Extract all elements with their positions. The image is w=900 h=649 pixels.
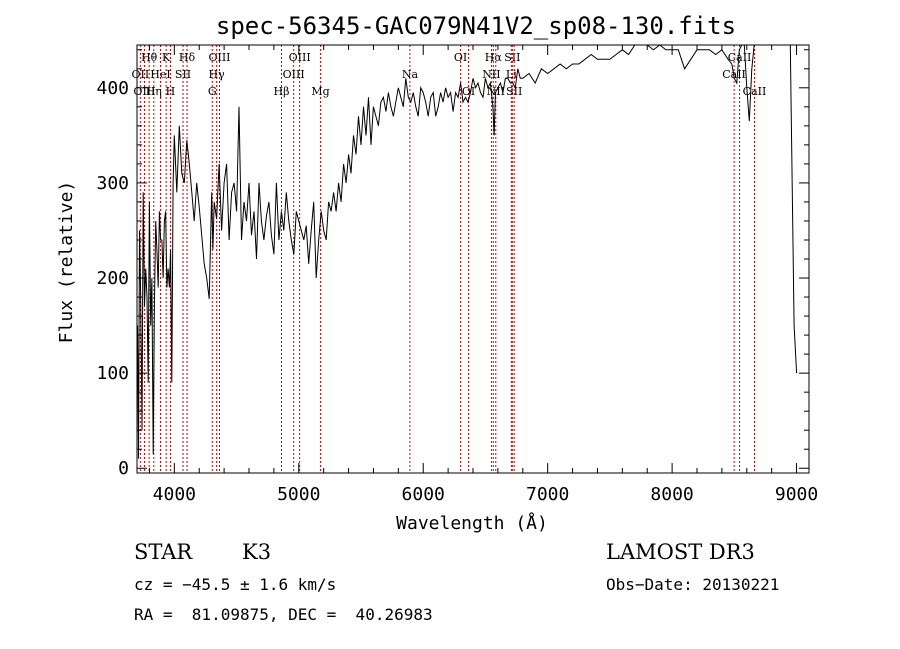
spectrum-line — [137, 44, 798, 459]
plot-frame — [136, 44, 810, 474]
x-axis-label: Wavelength (Å) — [396, 512, 548, 534]
y-tick-label: 200 — [96, 268, 129, 289]
x-axis: 4000 5000 6000 7000 8000 9000 — [148, 45, 818, 505]
line-marker-label: K — [162, 51, 171, 64]
observation-date: Obs−Date: 20130221 — [606, 575, 780, 594]
line-marker-label: H — [166, 85, 176, 98]
object-class: STAR — [134, 540, 193, 564]
y-axis-label: Flux (relative) — [56, 181, 77, 344]
y-axis: 0 100 200 300 400 — [96, 49, 809, 479]
line-marker-label: SII — [175, 68, 191, 81]
y-tick-label: 0 — [118, 458, 129, 479]
x-tick-label: 6000 — [402, 484, 445, 505]
coordinates: RA = 81.09875, DEC = 40.26983 — [134, 605, 433, 624]
line-marker-label: Hα — [485, 51, 503, 64]
redshift-cz: cz = −45.5 ± 1.6 km/s — [134, 575, 337, 594]
line-marker-label: G — [208, 85, 217, 98]
y-tick-label: 300 — [96, 173, 129, 194]
x-tick-label: 9000 — [775, 484, 818, 505]
survey-label: LAMOST DR3 — [606, 540, 755, 564]
line-marker-label: OIII — [208, 51, 230, 64]
line-marker-label: OI — [454, 51, 467, 64]
line-marker-label: Na — [402, 68, 419, 81]
line-marker-label: SII — [506, 85, 522, 98]
line-marker-label: SII — [504, 51, 520, 64]
x-tick-label: 5000 — [277, 484, 320, 505]
line-marker-label: Li — [506, 68, 517, 81]
line-marker-label: OI — [462, 85, 475, 98]
line-marker-label: Mg — [311, 85, 329, 98]
object-subclass: K3 — [242, 540, 272, 564]
x-tick-label: 8000 — [650, 484, 693, 505]
line-marker-label: HeI — [150, 68, 170, 81]
line-marker-label: Hγ — [209, 68, 226, 81]
x-tick-label: 4000 — [153, 484, 196, 505]
line-marker-label: Hη — [146, 85, 162, 98]
y-tick-label: 400 — [96, 78, 129, 99]
line-marker-label: CaII — [743, 85, 767, 98]
x-tick-label: 7000 — [526, 484, 569, 505]
line-marker-label: OIII — [289, 51, 311, 64]
line-marker-label: OIII — [283, 68, 305, 81]
line-marker-label: Hβ — [274, 85, 290, 98]
line-marker-label: Hδ — [179, 51, 196, 64]
y-tick-label: 100 — [96, 363, 129, 384]
chart-title: spec-56345-GAC079N41V2_sp08-130.fits — [216, 12, 736, 40]
line-marker-label: OII — [132, 68, 150, 81]
line-marker-label: Hθ — [141, 51, 158, 64]
